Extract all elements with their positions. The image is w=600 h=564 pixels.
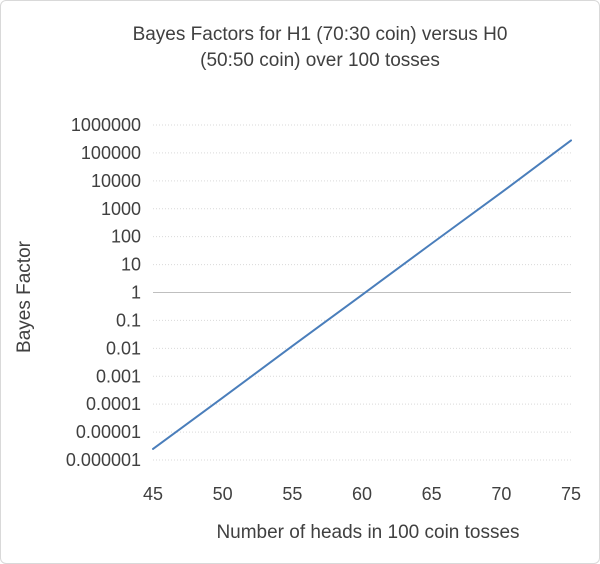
y-tick-label: 1 xyxy=(131,283,141,303)
y-tick-label: 100000 xyxy=(81,143,141,163)
x-tick-label: 50 xyxy=(213,484,233,504)
y-tick-labels: 0.000001 0.00001 0.0001 0.001 0.01 0.1 1 10 100 1… xyxy=(66,115,141,470)
x-tick-label: 55 xyxy=(282,484,302,504)
y-tick-label: 100 xyxy=(111,227,141,247)
y-tick-label: 10000 xyxy=(91,171,141,191)
series-line xyxy=(152,139,572,450)
x-tick-label: 70 xyxy=(491,484,511,504)
chart-title-line-2: (50:50 coin) over 100 tosses xyxy=(200,50,440,71)
y-tick-label: 0.01 xyxy=(106,338,141,358)
x-tick-labels: 45 50 55 60 65 70 75 xyxy=(143,484,581,504)
series-layer xyxy=(152,139,572,450)
y-axis-label: Bayes Factor xyxy=(14,240,35,353)
chart-title-line-1: Bayes Factors for H1 (70:30 coin) versus… xyxy=(132,24,508,45)
y-tick-label: 0.000001 xyxy=(66,450,141,470)
x-axis-label: Number of heads in 100 coin tosses xyxy=(216,522,519,543)
y-tick-label: 0.00001 xyxy=(76,422,141,442)
y-tick-label: 0.0001 xyxy=(86,394,141,414)
y-tick-label: 0.001 xyxy=(96,366,141,386)
y-tick-label: 0.1 xyxy=(116,310,141,330)
x-tick-label: 65 xyxy=(422,484,442,504)
x-tick-label: 45 xyxy=(143,484,163,504)
y-tick-label: 1000 xyxy=(101,199,141,219)
grid-layer xyxy=(153,124,571,461)
y-tick-label: 10 xyxy=(121,255,141,275)
y-tick-label: 1000000 xyxy=(71,115,141,135)
chart-title: Bayes Factors for H1 (70:30 coin) versus… xyxy=(60,22,580,74)
x-tick-label: 75 xyxy=(561,484,581,504)
x-tick-label: 60 xyxy=(352,484,372,504)
